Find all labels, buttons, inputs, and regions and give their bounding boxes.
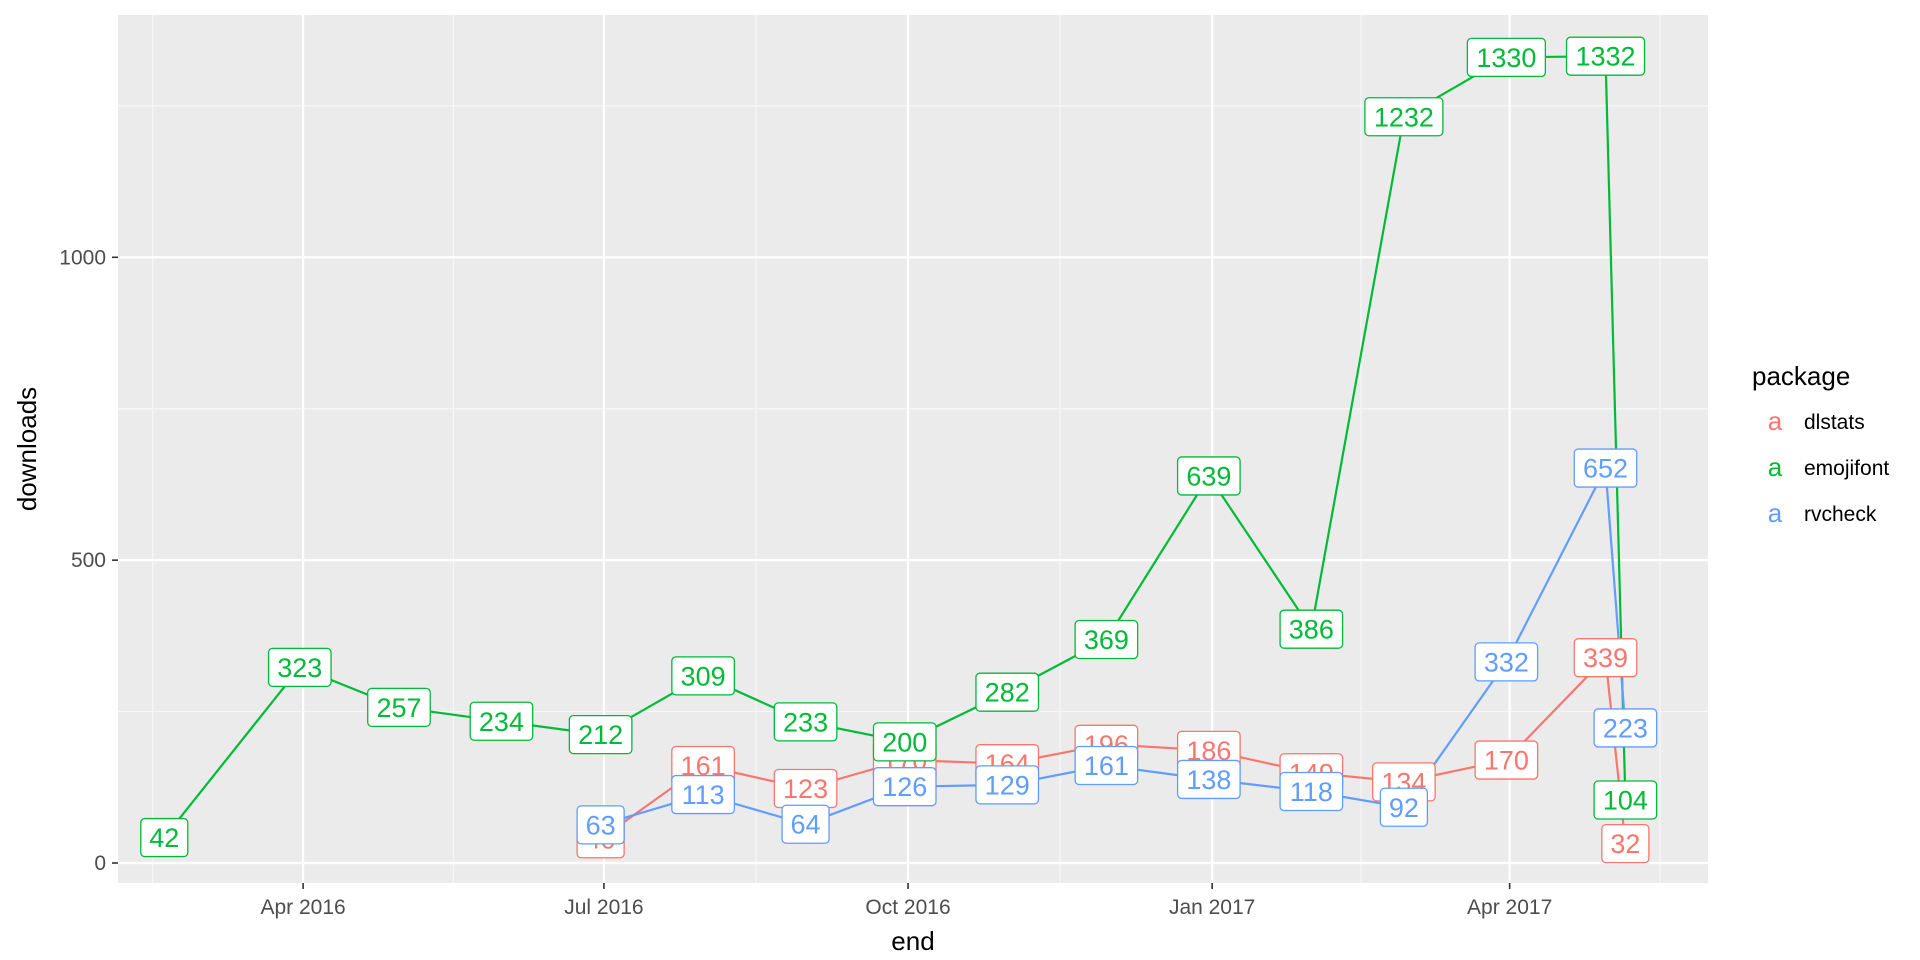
point-label-text: 92 [1389,793,1419,823]
point-label-rvcheck: 92 [1380,788,1427,826]
point-label-rvcheck: 129 [976,766,1039,804]
point-label-rvcheck: 138 [1178,760,1241,798]
point-label-text: 369 [1084,625,1129,655]
point-label-text: 386 [1289,615,1334,645]
x-tick-label: Oct 2016 [865,896,950,919]
point-label-rvcheck: 63 [577,806,624,844]
point-label-text: 200 [882,727,927,757]
point-label-text: 257 [376,693,421,723]
point-label-text: 118 [1290,777,1333,807]
y-tick-label: 0 [94,852,106,875]
point-label-emojifont: 1332 [1567,37,1645,75]
point-label-emojifont: 323 [269,648,332,686]
point-label-text: 332 [1484,647,1529,677]
point-label-text: 339 [1583,643,1628,673]
point-label-text: 1232 [1374,102,1434,132]
legend-label-rvcheck: rvcheck [1804,503,1877,526]
point-label-text: 212 [578,720,623,750]
point-label-text: 309 [681,661,726,691]
y-tick-label: 500 [71,549,106,572]
legend-title: package [1752,361,1850,391]
point-label-rvcheck: 113 [672,776,735,814]
point-label-text: 639 [1186,461,1231,491]
point-label-rvcheck: 126 [873,768,936,806]
point-label-text: 113 [682,780,725,810]
point-label-text: 104 [1603,786,1648,816]
y-axis-title: downloads [12,387,42,511]
x-tick-label: Jul 2016 [564,896,643,919]
point-label-dlstats: 32 [1602,825,1649,863]
x-tick-label: Apr 2016 [260,896,345,919]
point-label-rvcheck: 223 [1594,709,1657,747]
point-label-emojifont: 1330 [1467,38,1545,76]
point-label-text: 1332 [1575,42,1635,72]
y-tick-label: 1000 [59,246,106,269]
legend-label-dlstats: dlstats [1804,411,1865,434]
point-label-rvcheck: 332 [1475,643,1538,681]
point-label-text: 1330 [1476,43,1536,73]
legend-key-dlstats: a [1768,406,1783,436]
point-label-emojifont: 257 [368,688,431,726]
point-label-emojifont: 309 [672,657,735,695]
point-label-rvcheck: 64 [782,805,829,843]
point-label-text: 234 [479,707,524,737]
point-label-text: 63 [586,810,616,840]
point-label-text: 233 [783,707,828,737]
point-label-text: 652 [1583,454,1628,484]
point-label-rvcheck: 161 [1075,746,1138,784]
point-label-rvcheck: 118 [1280,773,1343,811]
x-tick-label: Jan 2017 [1169,896,1255,919]
point-label-text: 161 [1084,751,1129,781]
point-label-emojifont: 282 [976,673,1039,711]
y-axis: 0 500 1000 [59,246,118,875]
point-label-text: 42 [149,823,179,853]
point-label-text: 223 [1603,713,1648,743]
point-label-text: 64 [791,810,821,840]
legend-key-rvcheck: a [1768,498,1783,528]
point-label-emojifont: 639 [1178,457,1241,495]
legend-key-emojifont: a [1768,452,1783,482]
legend-label-emojifont: emojifont [1804,457,1889,480]
point-label-emojifont: 233 [774,703,837,741]
x-tick-label: Apr 2017 [1467,896,1552,919]
point-label-text: 123 [783,774,828,804]
point-label-text: 32 [1610,829,1640,859]
point-label-text: 170 [1484,746,1529,776]
point-label-text: 129 [985,770,1030,800]
point-label-text: 138 [1186,765,1231,795]
point-label-rvcheck: 652 [1574,449,1637,487]
point-label-emojifont: 42 [141,819,188,857]
point-label-text: 282 [985,678,1030,708]
point-label-dlstats: 123 [774,770,837,808]
point-label-emojifont: 369 [1075,620,1138,658]
point-label-dlstats: 170 [1475,741,1538,779]
point-label-emojifont: 386 [1280,610,1343,648]
point-label-text: 323 [277,653,322,683]
point-label-dlstats: 339 [1574,639,1637,677]
point-label-text: 126 [882,772,927,802]
point-label-emojifont: 212 [569,716,632,754]
point-label-emojifont: 234 [470,702,533,740]
point-label-emojifont: 104 [1594,781,1657,819]
point-label-emojifont: 1232 [1365,98,1443,136]
point-label-emojifont: 200 [873,723,936,761]
legend: package a dlstats a emojifont a rvcheck [1752,361,1889,528]
x-axis-title: end [891,926,934,956]
x-axis: Apr 2016 Jul 2016 Oct 2016 Jan 2017 Apr 2017 [260,883,1552,919]
